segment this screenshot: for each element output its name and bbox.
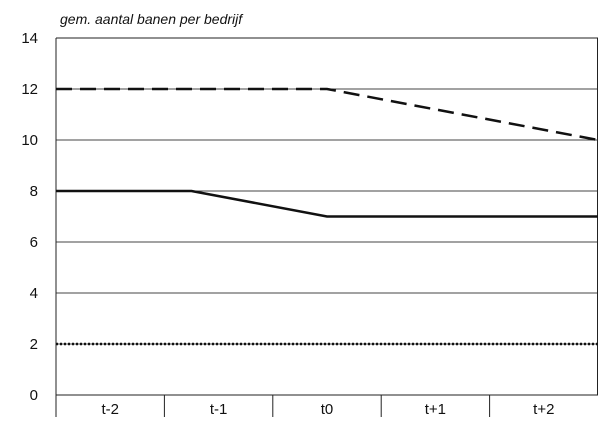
y-tick-labels: 0 2 4 6 8 10 12 14 <box>21 30 38 404</box>
x-tick-label-t-2: t-2 <box>101 401 119 418</box>
y-tick-label: 0 <box>30 387 38 404</box>
y-tick-label: 14 <box>21 30 38 47</box>
series-line-solid <box>56 189 598 218</box>
y-tick-label: 8 <box>30 183 38 200</box>
x-tick-label-t0: t0 <box>321 401 334 418</box>
x-tick-label-t-1: t-1 <box>210 401 228 418</box>
axis-layer <box>55 37 598 417</box>
series-layer <box>56 87 599 346</box>
y-tick-label: 4 <box>30 285 38 302</box>
y-tick-label: 12 <box>21 81 38 98</box>
y-tick-label: 2 <box>30 336 38 353</box>
y-tick-label: 6 <box>30 234 38 251</box>
x-tick-label-t+2: t+2 <box>533 401 554 418</box>
series-line-dashed <box>56 87 599 142</box>
y-axis-label: gem. aantal banen per bedrijf <box>60 11 244 27</box>
x-tick-labels: t-2 t-1 t0 t+1 t+2 <box>101 401 554 418</box>
y-tick-label: 10 <box>21 132 38 149</box>
x-tick-label-t+1: t+1 <box>425 401 446 418</box>
